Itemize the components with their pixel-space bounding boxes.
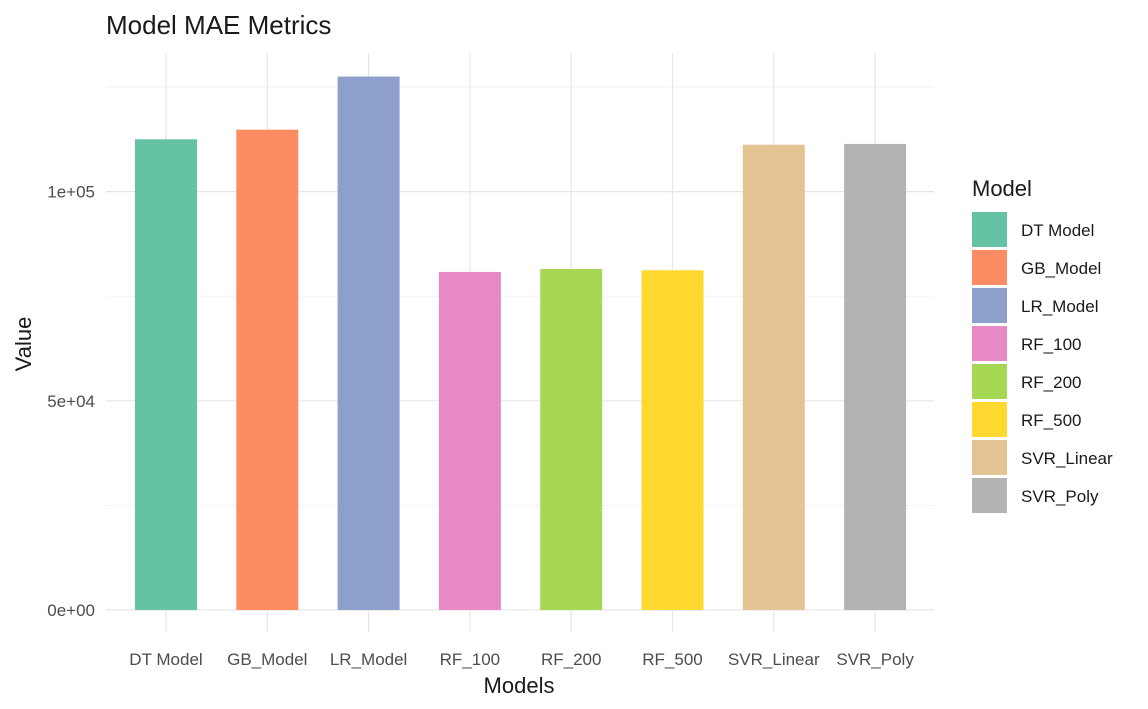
x-tick-label: LR_Model [330,650,408,669]
x-tick-label: RF_100 [440,650,500,669]
bar-svr-linear [742,144,805,610]
bar-rf-500 [641,270,704,610]
legend: Model DT Model GB_Model LR_Model RF_100 RF_2… [972,176,1113,513]
legend-swatch [972,250,1007,285]
x-tick-labels: DT Model GB_Model LR_Model RF_100 RF_200 RF_5… [129,650,914,669]
bar-rf-200 [540,269,603,610]
legend-swatch [972,402,1007,437]
bar-svr-poly [844,143,907,610]
x-tick-label: SVR_Linear [728,650,820,669]
x-tick-label: DT Model [129,650,202,669]
legend-label: GB_Model [1021,259,1101,278]
bars-group [135,76,907,611]
legend-label: RF_500 [1021,411,1081,430]
y-axis-title: Value [11,317,36,372]
bar-dt-model [135,139,197,611]
x-axis-title: Models [484,673,555,698]
legend-label: DT Model [1021,221,1094,240]
legend-label: RF_200 [1021,373,1081,392]
chart-title: Model MAE Metrics [106,10,331,40]
legend-label: RF_100 [1021,335,1081,354]
y-tick-label: 5e+04 [47,392,95,411]
y-tick-labels: 0e+00 5e+04 1e+05 [47,183,95,620]
x-tick-label: RF_200 [541,650,601,669]
x-tick-label: SVR_Poly [836,650,914,669]
y-tick-label: 0e+00 [47,601,95,620]
x-tick-label: GB_Model [227,650,307,669]
legend-swatch [972,364,1007,399]
legend-label: SVR_Linear [1021,449,1113,468]
bar-lr-model [337,76,400,611]
legend-label: LR_Model [1021,297,1099,316]
legend-swatch [972,326,1007,361]
legend-swatch [972,212,1007,247]
legend-items: DT Model GB_Model LR_Model RF_100 RF_200 RF_5… [972,212,1113,513]
legend-swatch [972,288,1007,323]
legend-swatch [972,440,1007,475]
legend-label: SVR_Poly [1021,487,1099,506]
legend-title: Model [972,176,1032,201]
bar-rf-100 [438,271,501,610]
x-tick-label: RF_500 [642,650,702,669]
bar-gb-model [236,129,299,610]
legend-swatch [972,478,1007,513]
y-tick-label: 1e+05 [47,183,95,202]
